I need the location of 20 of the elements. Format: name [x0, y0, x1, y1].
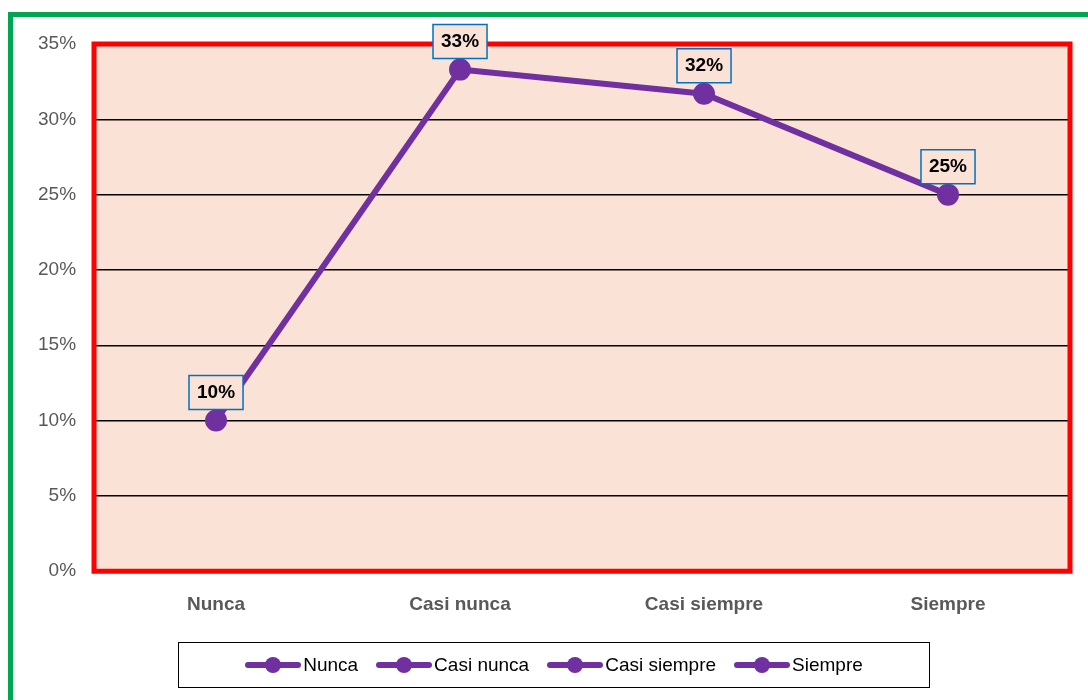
data-label: 10% [197, 380, 236, 402]
category-label: Casi siempre [605, 654, 717, 675]
y-tick-label: 5% [48, 484, 77, 506]
data-label: 25% [928, 154, 968, 176]
category-label: Siempre [792, 654, 863, 675]
x-tick-label: Casi nunca [409, 592, 512, 614]
x-tick-label: Casi siempre [644, 592, 764, 614]
x-tick-label: Siempre [910, 592, 986, 614]
data-label: 33% [441, 29, 480, 51]
category-label: Casi nunca [434, 654, 530, 675]
category-label: Nunca [303, 654, 359, 675]
y-tick-label: 30% [38, 107, 77, 129]
y-tick-label: 25% [38, 182, 77, 204]
y-tick-label: 35% [38, 32, 77, 54]
y-tick-label: 20% [38, 258, 77, 280]
y-tick-label: 0% [48, 559, 77, 581]
x-tick-label: Nunca [186, 592, 246, 614]
y-tick-label: 10% [38, 408, 77, 430]
y-tick-label: 15% [38, 333, 77, 355]
data-label: 32% [684, 53, 724, 75]
